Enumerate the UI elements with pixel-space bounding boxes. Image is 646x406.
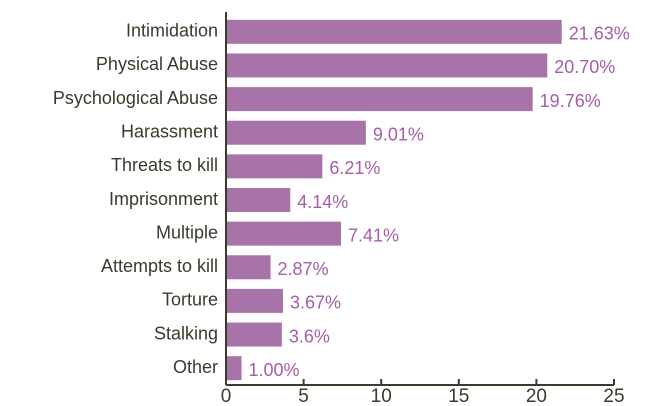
category-label: Psychological Abuse	[53, 88, 218, 108]
value-label: 3.6%	[289, 326, 330, 346]
value-label: 4.14%	[297, 192, 348, 212]
category-label: Attempts to kill	[101, 256, 218, 276]
category-label: Imprisonment	[109, 189, 218, 209]
value-label: 6.21%	[329, 158, 380, 178]
bar	[226, 356, 242, 381]
category-label: Stalking	[154, 323, 218, 343]
bar	[226, 53, 548, 78]
value-label: 3.67%	[290, 293, 341, 313]
bar	[226, 255, 271, 280]
value-label: 21.63%	[569, 24, 630, 44]
value-label: 20.70%	[554, 57, 615, 77]
bar	[226, 322, 282, 347]
bar	[226, 288, 283, 313]
bar	[226, 154, 323, 179]
x-tick-label: 5	[298, 386, 309, 406]
x-tick-label: 10	[371, 386, 392, 406]
value-label: 1.00%	[249, 360, 300, 380]
bar	[226, 87, 533, 112]
category-label: Multiple	[156, 222, 218, 242]
value-label: 2.87%	[278, 259, 329, 279]
bar	[226, 19, 562, 44]
category-label: Torture	[162, 290, 218, 310]
bar	[226, 221, 342, 246]
category-label: Harassment	[121, 121, 218, 141]
x-tick-label: 25	[603, 386, 624, 406]
value-label: 9.01%	[373, 124, 424, 144]
x-tick-label: 20	[526, 386, 547, 406]
category-label: Physical Abuse	[96, 54, 218, 74]
value-label: 19.76%	[540, 91, 601, 111]
x-tick-label: 0	[221, 386, 232, 406]
category-label: Threats to kill	[111, 155, 218, 175]
bar	[226, 188, 291, 212]
bar	[226, 120, 366, 145]
category-label: Other	[173, 357, 218, 377]
x-tick-label: 15	[448, 386, 469, 406]
category-label: Intimidation	[126, 21, 218, 41]
value-label: 7.41%	[348, 225, 399, 245]
